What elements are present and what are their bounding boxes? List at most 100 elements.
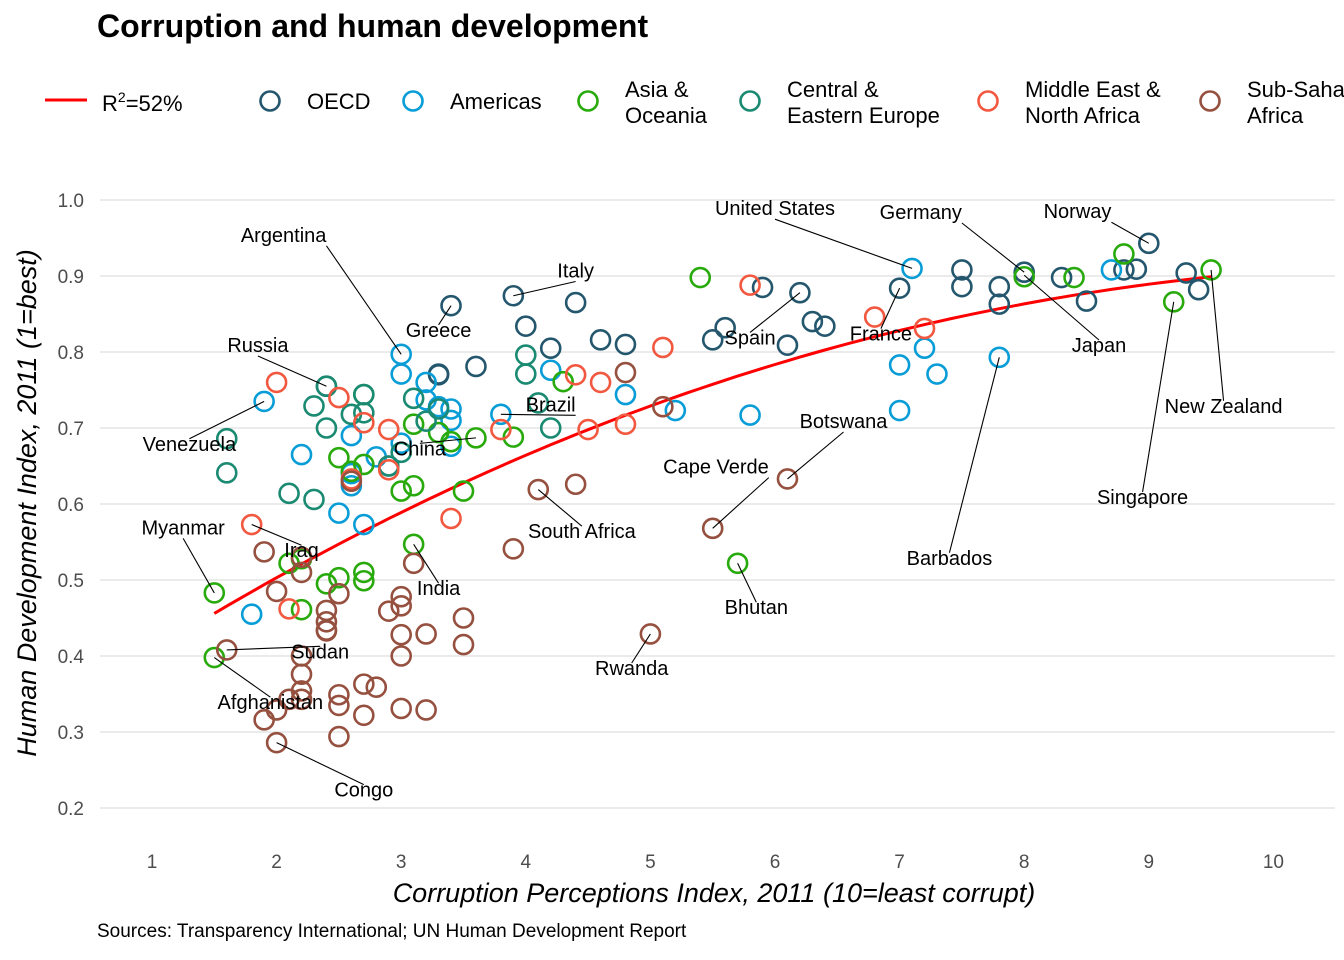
point-americas bbox=[539, 359, 562, 382]
legend-label-oecd: OECD bbox=[307, 89, 371, 114]
annotation-leader bbox=[961, 222, 1025, 273]
annotation-leader bbox=[948, 357, 1000, 553]
annotation-myanmar: Myanmar bbox=[141, 517, 225, 539]
point-asia bbox=[1013, 265, 1035, 288]
point-central bbox=[427, 398, 450, 420]
point-middle-east bbox=[440, 507, 462, 530]
point-asia bbox=[340, 460, 363, 483]
point-oecd bbox=[751, 276, 774, 299]
point-sub-saharan bbox=[265, 699, 288, 721]
annotation-singapore: Singapore bbox=[1097, 487, 1188, 509]
point-sub-saharan bbox=[415, 699, 437, 721]
point-central bbox=[353, 383, 375, 406]
point-sub-saharan bbox=[353, 673, 375, 695]
y-tick-label: 0.9 bbox=[58, 267, 84, 288]
point-oecd bbox=[502, 284, 525, 307]
x-tick-label: 7 bbox=[894, 852, 905, 873]
annotation-leader bbox=[226, 645, 321, 651]
point-americas bbox=[913, 337, 936, 360]
annotation-leader bbox=[1142, 301, 1175, 493]
annotation-leader bbox=[787, 431, 844, 480]
point-central bbox=[353, 401, 375, 424]
point-central bbox=[415, 410, 437, 432]
point-americas bbox=[988, 346, 1011, 369]
annotation-leader bbox=[880, 287, 901, 329]
point-central bbox=[315, 417, 338, 439]
y-tick-label: 1.0 bbox=[58, 191, 84, 212]
point-sub-saharan bbox=[452, 607, 475, 629]
point-asia bbox=[328, 446, 350, 469]
point-sub-saharan bbox=[390, 595, 413, 617]
x-axis-ticks: 1 2 3 4 5 6 7 8 9 10 bbox=[147, 852, 1284, 873]
annotation-united-states: United States bbox=[715, 198, 835, 220]
annotation-leader bbox=[774, 218, 913, 269]
legend-swatch-oecd bbox=[259, 90, 281, 112]
point-americas bbox=[340, 424, 363, 447]
annotation-france: France bbox=[850, 324, 912, 346]
annotation-leader bbox=[438, 305, 452, 326]
annotation-botswana: Botswana bbox=[800, 411, 889, 433]
point-middle-east bbox=[863, 306, 886, 328]
point-oecd bbox=[988, 275, 1011, 298]
point-americas bbox=[1100, 259, 1123, 281]
point-central bbox=[390, 441, 413, 464]
point-middle-east bbox=[739, 274, 761, 296]
y-tick-label: 0.3 bbox=[58, 723, 84, 744]
point-sub-saharan bbox=[265, 731, 288, 754]
point-sub-saharan bbox=[415, 623, 437, 645]
point-asia bbox=[1113, 243, 1135, 265]
point-sub-saharan bbox=[290, 546, 313, 569]
point-americas bbox=[664, 399, 687, 422]
point-oecd bbox=[1075, 290, 1098, 312]
annotation-japan: Japan bbox=[1072, 335, 1127, 357]
annotation-leader bbox=[749, 292, 801, 333]
point-oecd bbox=[1125, 258, 1148, 280]
annotation-sudan: Sudan bbox=[291, 641, 349, 663]
y-tick-label: 0.2 bbox=[58, 799, 84, 820]
annotation-leader bbox=[631, 633, 651, 664]
annotation-russia: Russia bbox=[227, 335, 289, 357]
x-tick-label: 1 bbox=[147, 852, 158, 873]
point-asia bbox=[390, 480, 413, 502]
point-asia bbox=[1200, 259, 1222, 281]
point-central bbox=[514, 344, 537, 366]
point-sub-saharan bbox=[402, 552, 425, 575]
point-asia bbox=[353, 453, 375, 476]
point-sub-saharan bbox=[639, 623, 662, 645]
annotation-leader bbox=[513, 280, 576, 297]
annotation-leader bbox=[276, 742, 365, 786]
point-middle-east bbox=[913, 317, 936, 340]
point-oecd bbox=[514, 315, 537, 337]
point-sub-saharan bbox=[353, 704, 375, 727]
point-asia bbox=[290, 598, 313, 621]
point-oecd bbox=[564, 291, 587, 314]
x-tick-label: 5 bbox=[645, 852, 656, 873]
point-middle-east bbox=[614, 413, 637, 436]
point-middle-east bbox=[589, 371, 612, 394]
point-oecd bbox=[814, 315, 836, 337]
point-asia bbox=[402, 413, 425, 436]
source-note: Sources: Transparency International; UN … bbox=[97, 921, 687, 942]
annotation-congo: Congo bbox=[334, 780, 393, 802]
legend-label-central: Central & Eastern Europe bbox=[787, 77, 940, 128]
point-oecd bbox=[1138, 232, 1160, 255]
legend-swatch-sub-saharan bbox=[1199, 90, 1221, 112]
legend-swatch-americas bbox=[402, 90, 424, 112]
point-sub-saharan bbox=[328, 725, 350, 748]
legend-label-middle-east: Middle East & North Africa bbox=[1025, 77, 1161, 128]
point-asia bbox=[203, 582, 226, 604]
x-tick-label: 8 bbox=[1019, 852, 1030, 873]
legend-swatch-middle-east bbox=[977, 90, 999, 112]
point-asia bbox=[1162, 291, 1185, 313]
y-tick-label: 0.4 bbox=[58, 647, 85, 668]
annotation-leader bbox=[500, 413, 576, 416]
point-oecd bbox=[789, 281, 811, 304]
point-americas bbox=[328, 502, 350, 524]
point-sub-saharan bbox=[328, 683, 350, 706]
y-axis-ticks: 0.2 0.3 0.4 0.5 0.6 0.7 0.8 0.9 1.0 bbox=[58, 191, 85, 820]
annotation-afghanistan: Afghanistan bbox=[218, 692, 324, 714]
point-sub-saharan bbox=[652, 395, 674, 418]
point-americas bbox=[440, 409, 462, 432]
point-sub-saharan bbox=[340, 470, 363, 493]
data-points bbox=[203, 232, 1222, 754]
